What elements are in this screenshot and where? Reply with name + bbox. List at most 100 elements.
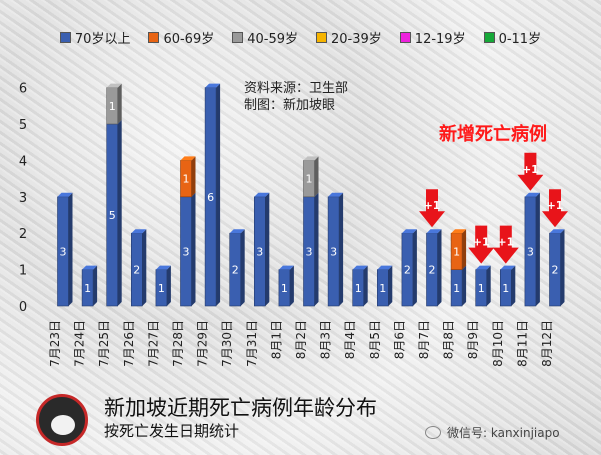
bar-segment-top bbox=[500, 265, 516, 270]
data-label: 1 bbox=[478, 282, 485, 295]
bar-segment-side bbox=[412, 229, 417, 306]
bar-segment-side bbox=[535, 192, 540, 306]
bar-segment-top bbox=[82, 265, 98, 270]
x-tick-label: 8月7日 bbox=[417, 320, 431, 359]
headline-new-deaths: 新增死亡病例 bbox=[439, 124, 547, 145]
data-label: 2 bbox=[429, 264, 436, 277]
x-tick-label: 8月12日 bbox=[540, 320, 554, 367]
data-label: 1 bbox=[183, 173, 190, 186]
y-tick-label: 6 bbox=[19, 82, 27, 97]
bar-segment-top bbox=[352, 265, 368, 270]
data-label: 1 bbox=[109, 100, 116, 113]
logo-icon bbox=[36, 394, 88, 446]
bar-segment-top bbox=[155, 265, 171, 270]
data-label: 1 bbox=[158, 282, 165, 295]
data-label: 1 bbox=[502, 282, 509, 295]
bar-segment-side bbox=[289, 265, 294, 306]
bar-segment-top bbox=[549, 229, 565, 234]
bar-segment-top bbox=[303, 156, 319, 161]
annotation-arrow-icon bbox=[492, 225, 519, 264]
annotation-arrow-icon bbox=[468, 225, 495, 264]
bar-segment-side bbox=[462, 229, 467, 270]
annotation-label: +1 bbox=[547, 199, 564, 212]
annotation-arrow-icon bbox=[419, 189, 445, 228]
bar-segment-top bbox=[401, 229, 417, 234]
x-tick-label: 8月3日 bbox=[319, 320, 333, 359]
y-tick-label: 4 bbox=[19, 154, 27, 169]
bar-segment-side bbox=[216, 83, 221, 306]
annotation-arrow: +1 bbox=[517, 152, 544, 191]
data-label: 1 bbox=[355, 282, 362, 295]
annotation-label: +1 bbox=[497, 236, 514, 249]
x-tick-label: 8月2日 bbox=[294, 320, 308, 359]
data-label: 3 bbox=[330, 245, 337, 258]
legend-swatch bbox=[148, 32, 160, 43]
bar-segment-top bbox=[229, 229, 245, 234]
bar-segment-side bbox=[117, 83, 122, 124]
data-label: 3 bbox=[527, 245, 534, 258]
data-label: 5 bbox=[109, 209, 116, 222]
annotation-arrow: +1 bbox=[468, 225, 495, 264]
legend-label: 12-19岁 bbox=[414, 32, 466, 47]
x-tick-label: 8月1日 bbox=[269, 320, 283, 359]
bar-segment-top bbox=[205, 83, 221, 88]
bar-segment-top bbox=[475, 265, 491, 270]
wechat-icon bbox=[425, 426, 441, 439]
x-tick-label: 7月27日 bbox=[146, 320, 160, 367]
chart-title: 新加坡近期死亡病例年龄分布 bbox=[104, 396, 377, 420]
legend-item: 70岁以上 bbox=[59, 28, 130, 47]
bar-segment-side bbox=[68, 192, 73, 306]
source-note: 资料来源：卫生部 制图：新加坡眼 bbox=[244, 80, 348, 114]
x-tick-label: 7月30日 bbox=[220, 320, 234, 367]
data-label: 3 bbox=[60, 245, 67, 258]
data-label: 2 bbox=[232, 264, 239, 277]
bar-segment-side bbox=[265, 192, 270, 306]
annotation-arrow-icon bbox=[542, 189, 568, 228]
data-label: 1 bbox=[453, 245, 460, 258]
y-tick-label: 3 bbox=[19, 191, 27, 206]
bar-segment-top bbox=[426, 229, 442, 234]
annotation-arrow-icon bbox=[517, 152, 544, 191]
x-tick-label: 7月25日 bbox=[97, 320, 111, 367]
legend-swatch bbox=[483, 32, 495, 43]
data-label: 1 bbox=[453, 282, 460, 295]
legend-label: 60-69岁 bbox=[163, 32, 215, 47]
logo-face-icon bbox=[51, 415, 75, 435]
data-label: 6 bbox=[207, 191, 214, 204]
annotation-label: +1 bbox=[424, 199, 441, 212]
bar-segment-side bbox=[388, 265, 393, 306]
x-tick-label: 7月28日 bbox=[171, 320, 185, 367]
legend-label: 20-39岁 bbox=[331, 32, 382, 47]
bar-segment-side bbox=[166, 265, 171, 306]
bar-segment-side bbox=[142, 229, 147, 306]
y-tick-label: 1 bbox=[19, 264, 27, 279]
x-tick-label: 7月23日 bbox=[48, 320, 62, 367]
legend-label: 0-11岁 bbox=[498, 32, 542, 47]
legend-swatch bbox=[316, 32, 328, 43]
annotation-arrow: +1 bbox=[492, 225, 519, 264]
bar-segment-top bbox=[451, 229, 467, 234]
data-label: 2 bbox=[404, 264, 411, 277]
legend-swatch bbox=[59, 32, 71, 43]
x-tick-label: 8月8日 bbox=[442, 320, 456, 359]
bar-segment-side bbox=[437, 229, 442, 306]
legend-swatch bbox=[399, 32, 411, 43]
bar-segment-side bbox=[314, 192, 319, 306]
bar-segment-top bbox=[328, 192, 344, 197]
legend-item: 60-69岁 bbox=[148, 28, 214, 47]
bar-segment-top bbox=[254, 192, 270, 197]
legend-item: 12-19岁 bbox=[399, 28, 466, 47]
annotation-arrow: +1 bbox=[419, 189, 445, 228]
data-label: 1 bbox=[281, 282, 288, 295]
bar-segment-top bbox=[106, 83, 122, 88]
x-tick-label: 7月26日 bbox=[122, 320, 136, 367]
x-tick-label: 7月31日 bbox=[245, 320, 259, 367]
x-tick-label: 8月10日 bbox=[491, 320, 505, 367]
bar-segment-side bbox=[117, 120, 122, 306]
data-label: 2 bbox=[552, 264, 559, 277]
data-label: 1 bbox=[84, 282, 91, 295]
data-label: 3 bbox=[183, 245, 190, 258]
data-label: 3 bbox=[256, 245, 263, 258]
